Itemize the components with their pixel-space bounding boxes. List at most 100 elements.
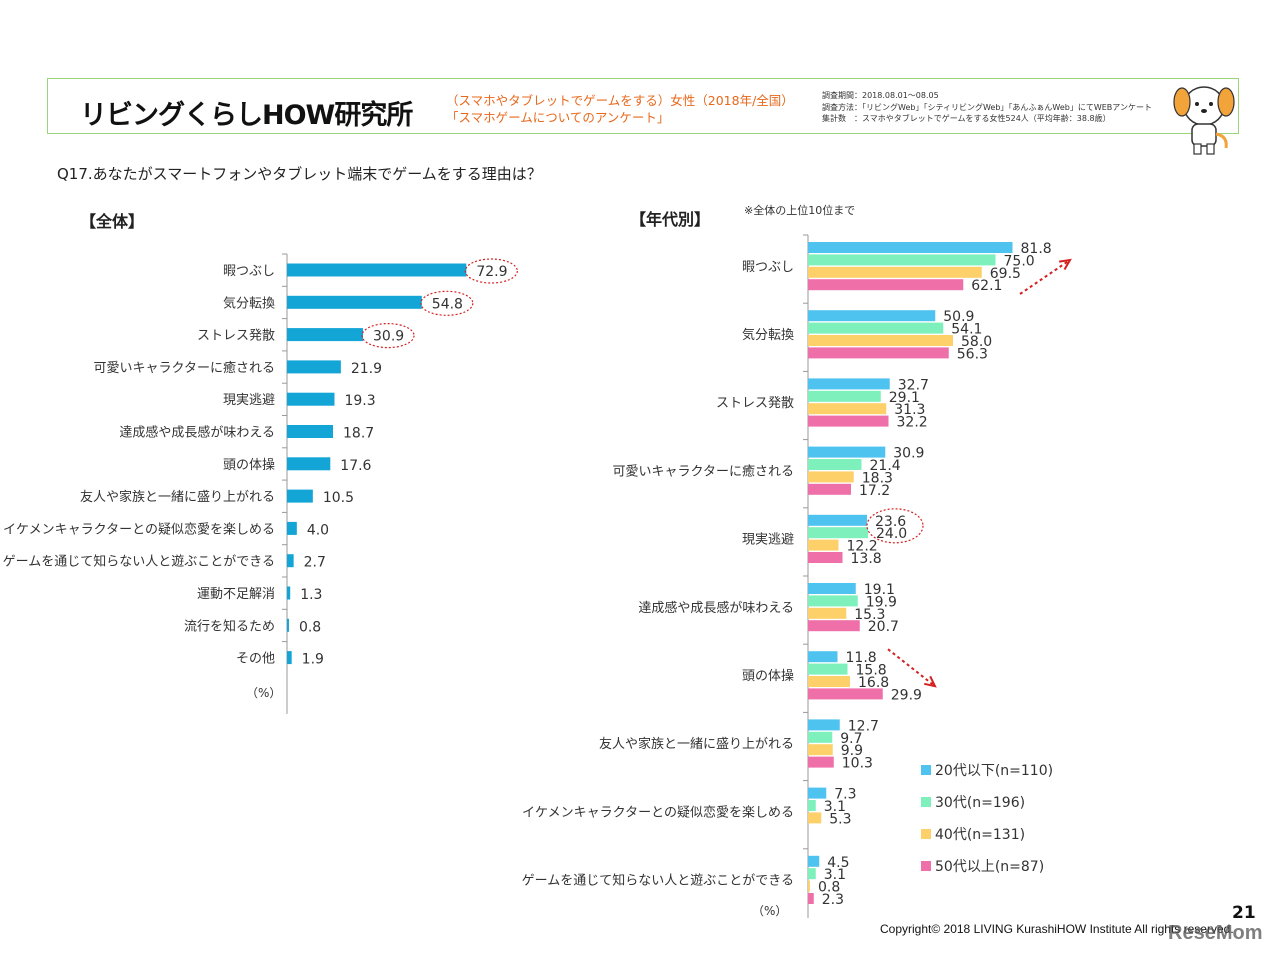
overall-value-label: 30.9 (373, 329, 404, 345)
age-category-label: 現実逃避 (742, 532, 794, 548)
age-bar (808, 242, 1013, 253)
overall-category-label: 頭の体操 (223, 457, 275, 473)
overall-value-label: 72.9 (476, 264, 507, 280)
copyright: Copyright© 2018 LIVING KurashiHOW Instit… (880, 922, 1234, 936)
survey-meta: 調査期間：2018.08.01～08.05 調査方法：「リビングWeb」「シティ… (822, 90, 1152, 125)
overall-bar (287, 521, 297, 535)
age-value-label: 15.8 (856, 663, 887, 679)
age-bar (808, 347, 949, 359)
age-value-label: 16.8 (858, 675, 889, 691)
overall-unit-label: （%） (246, 686, 281, 700)
overall-value-label: 19.3 (344, 393, 375, 409)
age-bar (808, 254, 996, 266)
overall-value-label: 0.8 (299, 619, 321, 635)
age-value-label: 9.7 (840, 731, 862, 747)
age-section-label: 【年代別】 (630, 210, 711, 229)
legend-label-40s: 40代(n=131) (935, 827, 1026, 843)
overall-category-label: ストレス発散 (197, 329, 275, 344)
age-bar (808, 595, 858, 607)
age-value-label: 17.2 (859, 483, 890, 499)
overall-category-label: その他 (236, 652, 275, 667)
overall-value-label: 10.5 (323, 490, 354, 506)
logo: リビングくらしHOW研究所 (80, 100, 413, 131)
age-value-label: 13.8 (851, 551, 882, 567)
age-bar (808, 756, 834, 768)
age-value-label: 56.3 (957, 346, 988, 362)
overall-category-label: ゲームを通じて知らない人と遊ぶことができる (3, 554, 275, 570)
age-value-label: 7.3 (834, 787, 856, 803)
age-bar (808, 868, 816, 880)
overall-value-label: 1.3 (300, 587, 322, 603)
overall-category-label: 現実逃避 (223, 392, 275, 408)
age-bar (808, 800, 816, 811)
survey-title: （スマホやタブレットでゲームをする）女性（2018年/全国） 「スマホゲームにつ… (446, 92, 794, 126)
overall-value-label: 21.9 (351, 361, 382, 377)
age-bar (808, 719, 840, 731)
age-bar (808, 483, 851, 495)
age-value-label: 2.3 (822, 892, 844, 908)
age-value-label: 29.1 (889, 390, 920, 406)
overall-bar (287, 586, 291, 600)
age-value-label: 62.1 (971, 278, 1002, 294)
age-bar (808, 880, 810, 892)
legend-swatch-50s (921, 861, 931, 871)
mascot-icon (1173, 86, 1235, 155)
overall-bar (287, 457, 331, 471)
age-bar (808, 812, 822, 824)
overall-value-label: 4.0 (307, 522, 329, 538)
age-category-label: 友人や家族と一緒に盛り上がれる (599, 736, 794, 752)
trend-arrow-line (887, 648, 936, 687)
age-category-label: 頭の体操 (742, 668, 794, 684)
age-category-label: ストレス発散 (716, 396, 794, 411)
age-value-label: 4.5 (827, 855, 849, 871)
highlight-circle (361, 323, 415, 349)
age-value-label: 3.1 (824, 799, 846, 815)
legend-label-20s: 20代以下(n=110) (935, 763, 1054, 779)
age-value-label: 75.0 (1004, 253, 1035, 269)
age-value-label: 32.2 (897, 415, 928, 431)
trend-arrow-line (1019, 259, 1071, 295)
overall-bar (287, 360, 341, 374)
age-value-label: 31.3 (894, 402, 925, 418)
overall-bar (287, 263, 467, 277)
legend-swatch-30s (921, 797, 931, 807)
age-value-label: 23.6 (875, 514, 906, 530)
overall-bar (287, 328, 364, 342)
age-bar (808, 787, 827, 799)
overall-category-label: 暇つぶし (223, 264, 275, 279)
age-value-label: 19.9 (866, 594, 897, 610)
overall-category-label: 気分転換 (223, 295, 275, 311)
top10-note: ※全体の上位10位まで (744, 204, 856, 217)
overall-value-label: 2.7 (304, 555, 326, 571)
age-value-label: 19.1 (864, 582, 895, 598)
age-bar (808, 322, 944, 334)
survey-period: 調査期間：2018.08.01～08.05 (822, 91, 939, 100)
age-value-label: 11.8 (846, 650, 877, 666)
age-bar (808, 471, 854, 483)
highlight-circle (464, 258, 518, 284)
overall-bar (287, 425, 334, 438)
age-value-label: 32.7 (898, 377, 929, 393)
age-category-label: 気分転換 (742, 327, 794, 343)
overall-section-label: 【全体】 (80, 212, 145, 231)
overall-value-label: 17.6 (340, 458, 371, 474)
age-unit-label: （%） (752, 904, 787, 918)
age-bar (808, 514, 867, 526)
age-value-label: 24.0 (876, 526, 907, 542)
overall-bar (287, 618, 289, 632)
age-bar (808, 552, 843, 563)
age-value-label: 20.7 (868, 619, 899, 635)
survey-title-line1: （スマホやタブレットでゲームをする）女性（2018年/全国） (446, 93, 794, 108)
age-value-label: 15.3 (854, 607, 885, 623)
age-category-label: 可愛いキャラクターに癒される (613, 463, 794, 479)
question-text: Q17.あなたがスマートフォンやタブレット端末でゲームをする理由は？ (57, 165, 542, 183)
age-value-label: 3.1 (824, 867, 846, 883)
age-bar (808, 266, 982, 278)
header-banner (47, 78, 1239, 134)
age-bar (808, 378, 890, 390)
age-value-label: 5.3 (829, 811, 851, 827)
age-value-label: 10.3 (842, 756, 873, 772)
legend-swatch-20s (921, 765, 931, 775)
age-bar (808, 390, 881, 402)
age-bar (808, 607, 847, 619)
